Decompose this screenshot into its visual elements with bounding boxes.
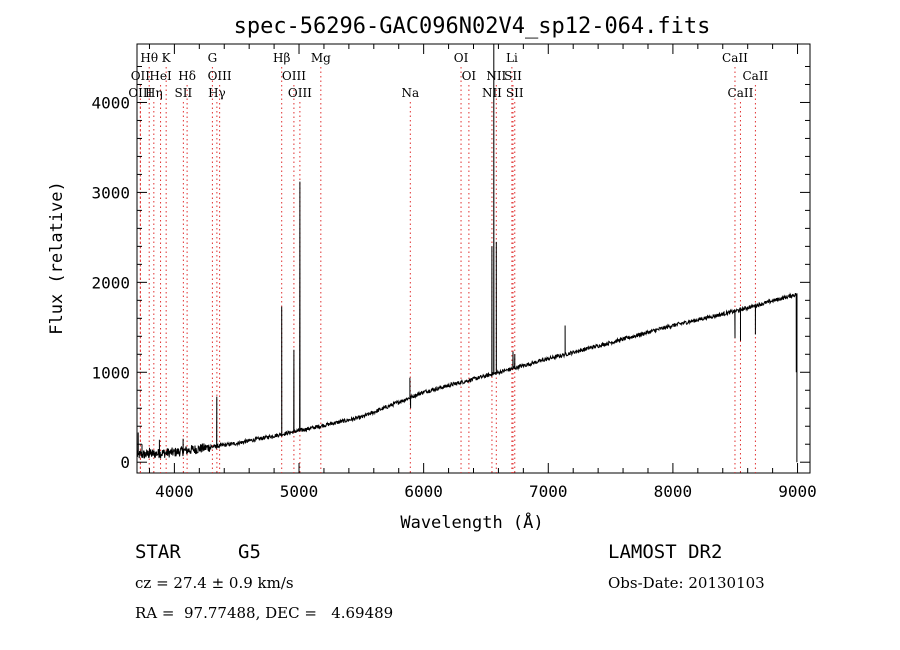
plot-frame bbox=[136, 43, 811, 474]
line-marker-label: NII bbox=[482, 86, 502, 100]
y-tick-label: 0 bbox=[120, 453, 130, 472]
line-marker-label: Li bbox=[506, 51, 518, 65]
spectrum bbox=[136, 43, 798, 463]
line-marker-label: OI bbox=[454, 51, 469, 65]
line-marker-label: Hθ bbox=[140, 51, 158, 65]
observation-date: Obs-Date: 20130103 bbox=[608, 574, 765, 592]
line-marker-label: OIII bbox=[128, 86, 152, 100]
line-marker-label: CaII bbox=[742, 69, 768, 83]
survey-name: LAMOST DR2 bbox=[608, 541, 723, 563]
line-marker-label: SII bbox=[175, 86, 193, 100]
line-marker-label: Mg bbox=[311, 51, 331, 65]
object-subclass: G5 bbox=[238, 541, 261, 563]
line-marker-label: OIII bbox=[208, 69, 232, 83]
line-marker-label: K bbox=[162, 51, 172, 65]
redshift-cz: cz = 27.4 ± 0.9 km/s bbox=[135, 574, 294, 592]
line-marker-label: CaII bbox=[722, 51, 748, 65]
x-tick-label: 8000 bbox=[654, 482, 693, 501]
y-tick-label: 2000 bbox=[91, 273, 130, 292]
axes: 4000 5000 6000 7000 8000 9000 0 1000 2000 3000 400… bbox=[91, 44, 817, 501]
x-axis-label: Wavelength (Å) bbox=[400, 511, 543, 533]
line-marker-label: NII bbox=[486, 69, 506, 83]
y-axis-label: Flux (relative) bbox=[47, 181, 67, 335]
line-marker-label: Na bbox=[401, 86, 419, 100]
line-marker-label: Hβ bbox=[273, 51, 290, 65]
y-tick-label: 4000 bbox=[91, 93, 130, 112]
line-marker-label: Hγ bbox=[208, 86, 226, 100]
line-marker-label: Hη bbox=[145, 86, 163, 100]
y-tick-label: 1000 bbox=[91, 363, 130, 382]
line-marker-label: G bbox=[208, 51, 218, 65]
line-markers: Hθ OII OIII K HeI Hη Hδ SII G OIII Hγ Hβ OIII OIII Mg N… bbox=[128, 51, 769, 473]
x-tick-label: 7000 bbox=[529, 482, 568, 501]
line-marker-label: OII bbox=[131, 69, 151, 83]
line-marker-label: OIII bbox=[282, 69, 306, 83]
line-marker-label: SII bbox=[504, 69, 522, 83]
line-marker-label: OIII bbox=[288, 86, 312, 100]
sky-coordinates: RA = 97.77488, DEC = 4.69489 bbox=[135, 604, 394, 622]
x-tick-label: 5000 bbox=[280, 482, 319, 501]
line-marker-label: CaII bbox=[728, 86, 754, 100]
y-tick-label: 3000 bbox=[91, 183, 130, 202]
x-tick-label: 4000 bbox=[155, 482, 194, 501]
x-tick-label: 9000 bbox=[778, 482, 817, 501]
line-marker-label: OI bbox=[462, 69, 477, 83]
line-marker-label: SII bbox=[506, 86, 524, 100]
line-marker-label: Hδ bbox=[178, 69, 196, 83]
object-type: STAR bbox=[135, 541, 181, 563]
spectrum-line bbox=[136, 43, 798, 463]
chart-title: spec-56296-GAC096N02V4_sp12-064.fits bbox=[234, 14, 711, 39]
line-marker-label: HeI bbox=[149, 69, 172, 83]
x-tick-label: 6000 bbox=[404, 482, 443, 501]
